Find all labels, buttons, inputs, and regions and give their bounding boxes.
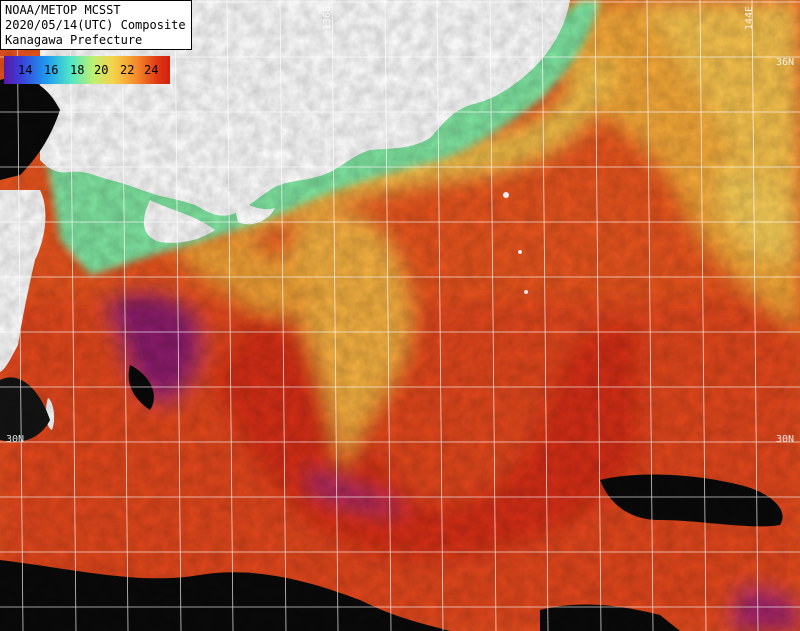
longitude-line	[121, 0, 129, 631]
legend-label-22: 22	[120, 63, 135, 77]
legend-label-20: 20	[94, 63, 109, 77]
legend-label-18: 18	[70, 63, 85, 77]
lat-label-30n-left: 30N	[6, 434, 25, 445]
region-label: Kanagawa Prefecture	[5, 33, 143, 47]
longitude-line	[174, 0, 182, 631]
legend-label-14: 14	[18, 63, 33, 77]
longitude-line	[541, 0, 549, 631]
satellite-label: NOAA/METOP MCSST	[5, 3, 121, 17]
legend-label-24: 24	[144, 63, 159, 77]
lon-label-136e: 136E	[322, 6, 333, 31]
date-label: 2020/05/14(UTC) Composite	[5, 18, 186, 32]
map-info-box: NOAA/METOP MCSST 2020/05/14(UTC) Composi…	[0, 0, 192, 50]
longitude-line	[384, 0, 392, 631]
longitude-line	[489, 0, 497, 631]
longitude-line	[16, 0, 24, 631]
longitude-line	[436, 0, 444, 631]
temperature-color-legend: 14 16 18 20 22 24	[4, 56, 170, 84]
lat-label-36n: 36N	[776, 57, 795, 68]
longitude-line	[279, 0, 287, 631]
lat-label-30n-right: 30N	[776, 434, 795, 445]
longitude-line	[331, 0, 339, 631]
longitude-line	[699, 0, 707, 631]
longitude-line	[594, 0, 602, 631]
lon-label-144e: 144E	[744, 6, 755, 31]
longitude-line	[751, 0, 759, 631]
longitude-line	[226, 0, 234, 631]
legend-label-16: 16	[44, 63, 59, 77]
longitude-line	[69, 0, 77, 631]
longitude-line	[646, 0, 654, 631]
